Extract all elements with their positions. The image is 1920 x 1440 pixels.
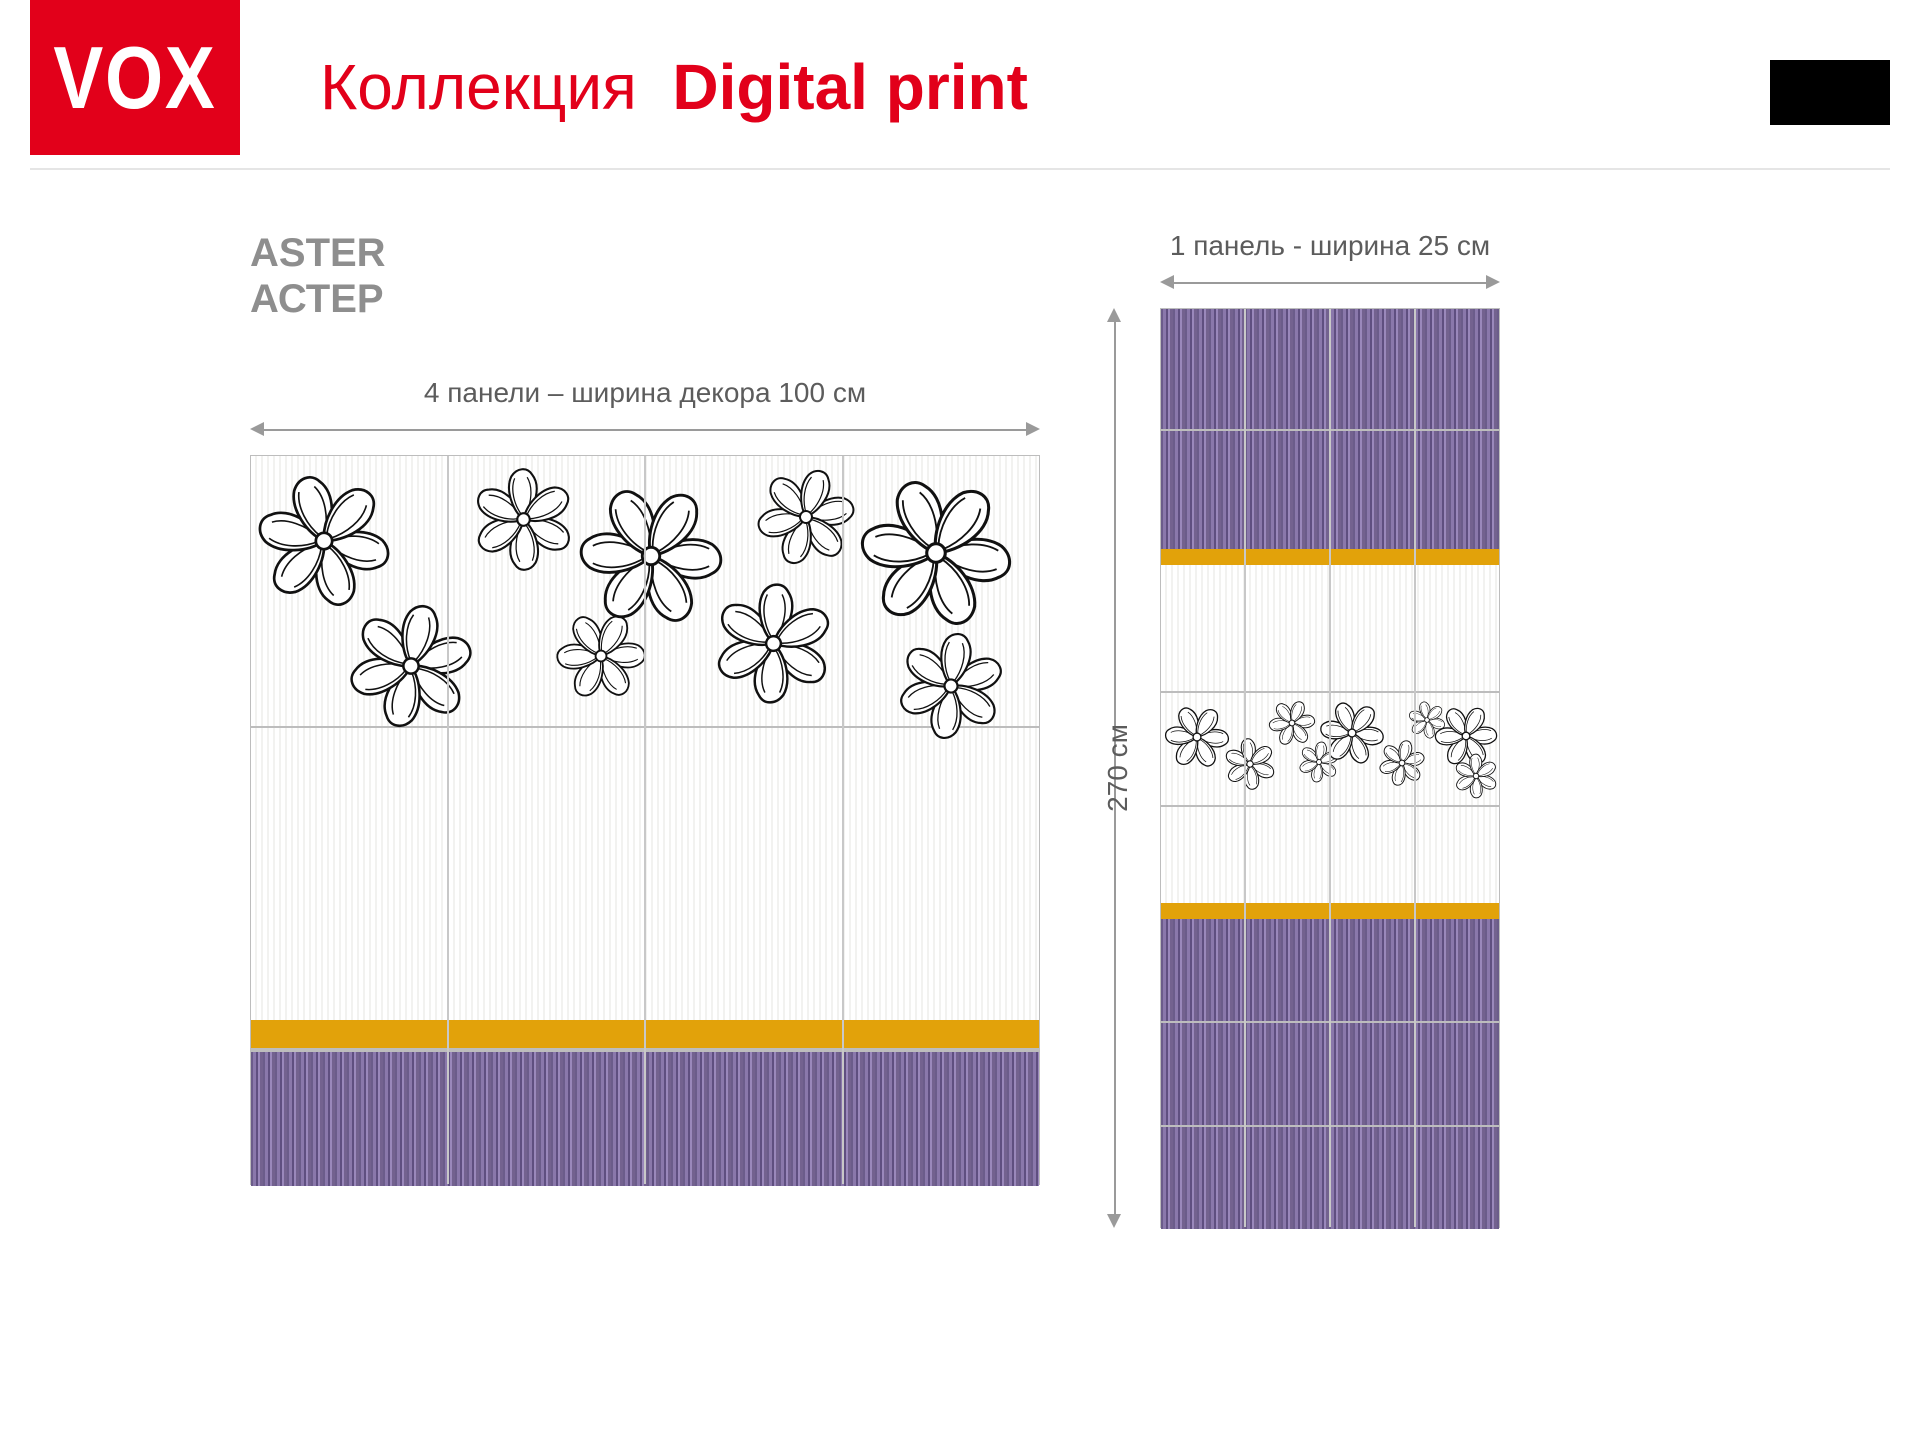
right-cols [1161, 309, 1499, 1227]
left-dim-label: 4 панели – ширина декора 100 см [250, 377, 1040, 409]
logo-text: VOX [53, 27, 216, 129]
left-width-arrow [250, 417, 1040, 441]
right-decor [1160, 308, 1500, 1228]
right-dim-label-side: 270 см [1102, 724, 1134, 812]
right-width-arrow [1160, 270, 1500, 294]
title-bold: Digital print [672, 51, 1028, 123]
left-block: ASTER АСТЕР 4 панели – ширина декора 100… [250, 230, 1040, 1185]
product-name-ru: АСТЕР [250, 276, 1040, 322]
content: ASTER АСТЕР 4 панели – ширина декора 100… [250, 230, 1800, 1400]
title-thin: Коллекция [320, 51, 637, 123]
header: VOX Коллекция Digital print [30, 0, 1890, 170]
right-dim-label-top: 1 панель - ширина 25 см [1160, 230, 1500, 262]
page-title: Коллекция Digital print [320, 50, 1028, 124]
product-name: ASTER АСТЕР [250, 230, 1040, 322]
right-height-arrow: 270 см [1102, 308, 1126, 1228]
product-name-en: ASTER [250, 230, 1040, 276]
left-decor [250, 455, 1040, 1185]
black-chip [1770, 60, 1890, 125]
logo: VOX [30, 0, 240, 155]
right-block: 1 панель - ширина 25 см 270 см [1160, 230, 1580, 1228]
left-cols [251, 456, 1039, 1184]
